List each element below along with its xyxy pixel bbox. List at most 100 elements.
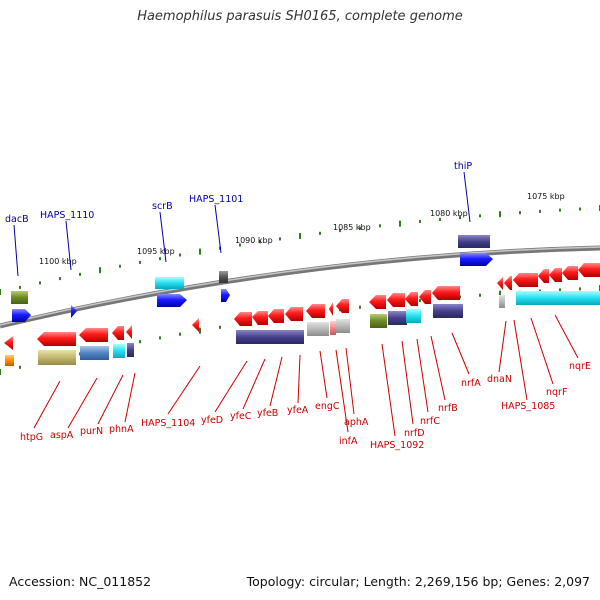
gene-label[interactable]: HAPS_1085 <box>501 401 555 412</box>
gene-label[interactable]: htpG <box>20 432 43 443</box>
gene-label[interactable]: nqrE <box>569 361 591 372</box>
gene-arrow[interactable] <box>369 295 386 309</box>
lower-genes <box>4 263 600 366</box>
gene-block[interactable] <box>236 330 304 344</box>
gene-label[interactable]: HAPS_1110 <box>40 210 94 221</box>
scale-tick <box>539 209 541 213</box>
gene-arrow[interactable] <box>71 305 77 318</box>
gene-arrow[interactable] <box>234 312 252 326</box>
gene-arrow[interactable] <box>329 302 333 316</box>
gene-arrow[interactable] <box>12 309 31 322</box>
gene-arrow[interactable] <box>432 286 460 300</box>
gene-label[interactable]: HAPS_1104 <box>141 418 195 429</box>
gene-block[interactable] <box>155 277 184 289</box>
gene-label[interactable]: phnA <box>109 424 134 435</box>
gene-label[interactable]: HAPS_1101 <box>189 194 243 205</box>
gene-arrow[interactable] <box>285 307 303 321</box>
scale-tick <box>379 224 381 228</box>
scale-tick <box>499 211 501 218</box>
gene-arrow[interactable] <box>112 326 124 340</box>
gene-arrow[interactable] <box>504 276 512 290</box>
gene-label[interactable]: nrfD <box>404 428 425 439</box>
gene-label[interactable]: yfeC <box>230 411 252 422</box>
gene-label[interactable]: nrfC <box>420 416 440 427</box>
scale-tick <box>519 211 521 215</box>
gene-label[interactable]: yfeB <box>257 408 278 419</box>
scale-tick <box>159 336 161 340</box>
gene-block[interactable] <box>499 295 505 308</box>
scale-label: 1090 kbp <box>235 236 273 245</box>
gene-block[interactable] <box>406 309 421 323</box>
gene-label[interactable]: aspA <box>50 430 74 441</box>
gene-label[interactable]: yfeD <box>201 415 223 426</box>
gene-block[interactable] <box>370 314 387 328</box>
gene-arrow[interactable] <box>405 292 418 306</box>
scale-tick <box>359 305 361 309</box>
gene-label[interactable]: thiP <box>454 161 472 172</box>
gene-block[interactable] <box>80 346 109 360</box>
gene-arrow[interactable] <box>549 268 562 282</box>
gene-block[interactable] <box>38 350 76 365</box>
scale-tick <box>419 219 421 223</box>
gene-label[interactable]: purN <box>80 426 103 437</box>
gene-label[interactable]: dacB <box>5 214 29 225</box>
gene-block[interactable] <box>11 291 28 304</box>
gene-block[interactable] <box>219 271 228 283</box>
scale-tick <box>39 281 41 285</box>
scale-tick <box>79 272 81 276</box>
scale-tick <box>139 260 141 264</box>
scale-label: 1095 kbp <box>137 247 175 256</box>
gene-label[interactable]: aphA <box>344 417 369 428</box>
scale-tick <box>219 325 221 329</box>
gene-arrow[interactable] <box>268 309 284 323</box>
gene-arrow[interactable] <box>252 311 268 325</box>
gene-arrow[interactable] <box>513 273 538 287</box>
gene-arrow[interactable] <box>37 332 76 346</box>
scale-tick <box>459 216 461 220</box>
gene-block[interactable] <box>458 235 490 248</box>
gene-label[interactable]: engC <box>315 401 340 412</box>
gene-label[interactable]: infA <box>339 436 358 447</box>
gene-arrow[interactable] <box>460 253 493 266</box>
gene-block[interactable] <box>127 343 134 357</box>
gene-block[interactable] <box>113 344 125 358</box>
gene-arrow[interactable] <box>192 318 199 332</box>
scale-tick <box>239 243 241 247</box>
scale-tick <box>419 299 421 303</box>
gene-label[interactable]: yfeA <box>287 405 309 416</box>
gene-arrow[interactable] <box>79 328 108 342</box>
gene-block[interactable] <box>433 304 463 318</box>
gene-arrow[interactable] <box>306 304 325 318</box>
gene-arrow[interactable] <box>221 289 230 302</box>
scale-tick <box>19 285 21 289</box>
topology-text: Topology: circular; Length: 2,269,156 bp… <box>246 574 590 589</box>
gene-label[interactable]: nrfB <box>438 403 458 414</box>
gene-arrow[interactable] <box>497 277 503 290</box>
gene-block[interactable] <box>307 322 329 336</box>
gene-block[interactable] <box>516 291 600 305</box>
gene-arrow[interactable] <box>387 293 405 307</box>
gene-block[interactable] <box>388 311 407 325</box>
gene-arrow[interactable] <box>578 263 600 277</box>
gene-label[interactable]: scrB <box>152 201 173 212</box>
scale-tick <box>99 267 101 274</box>
gene-label[interactable]: nqrF <box>546 387 567 398</box>
gene-arrow[interactable] <box>126 325 132 339</box>
gene-label[interactable]: nrfA <box>461 378 481 389</box>
scale-tick <box>499 290 501 297</box>
gene-label[interactable]: HAPS_1092 <box>370 440 424 451</box>
scale-tick <box>479 214 481 218</box>
gene-arrow[interactable] <box>419 290 431 304</box>
gene-block[interactable] <box>336 319 350 333</box>
gene-arrow[interactable] <box>157 294 187 307</box>
gene-arrow[interactable] <box>4 336 13 350</box>
gene-block[interactable] <box>5 355 14 366</box>
scale-labels: 1100 kbp 1095 kbp 1090 kbp 1085 kbp 1080… <box>39 192 565 266</box>
gene-arrow[interactable] <box>336 299 349 313</box>
gene-label[interactable]: dnaN <box>487 374 512 385</box>
gene-arrow[interactable] <box>562 266 578 280</box>
gene-block[interactable] <box>330 321 336 335</box>
scale-tick <box>559 288 561 292</box>
gene-arrow[interactable] <box>538 269 549 283</box>
scale-tick <box>179 253 181 257</box>
